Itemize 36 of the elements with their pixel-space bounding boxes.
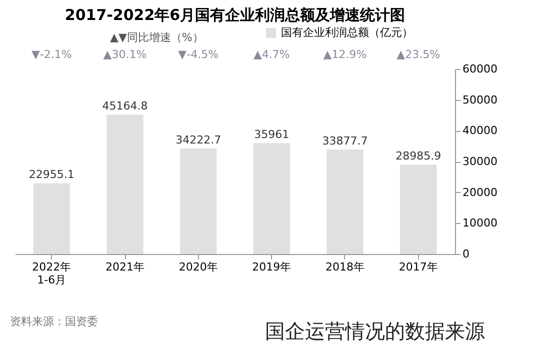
y-tick-label: 60000 bbox=[462, 62, 498, 76]
y-tick-label: 0 bbox=[462, 248, 470, 260]
bar bbox=[33, 183, 70, 254]
x-tick-label: 2018年 bbox=[326, 260, 364, 274]
bar bbox=[253, 143, 290, 254]
bar bbox=[400, 164, 437, 254]
text: ▲4.7% bbox=[253, 48, 290, 61]
text: ▼-2.1% bbox=[31, 48, 72, 61]
x-tick-label: 2019年 bbox=[252, 260, 292, 274]
chart-title: 2017-2022年6月国有企业利润总额及增速统计图 bbox=[64, 6, 406, 24]
bar bbox=[326, 150, 364, 254]
data-label: 35961 bbox=[254, 128, 290, 142]
bar bbox=[180, 148, 217, 254]
data-label: 45164.8 bbox=[102, 100, 148, 113]
text: ▲▼同比增速（%） bbox=[110, 30, 204, 45]
text: 国企运营情况的数据来源 bbox=[265, 318, 485, 345]
x-tick-label: 2020年 bbox=[178, 260, 218, 274]
y-tick-label: 50000 bbox=[462, 93, 498, 106]
legend-label: 国有企业利润总额（亿元） bbox=[281, 26, 413, 39]
y-tick-label: 10000 bbox=[462, 216, 498, 230]
data-label: 33877.7 bbox=[322, 134, 368, 148]
bar bbox=[106, 114, 144, 254]
data-label: 28985.9 bbox=[396, 150, 442, 163]
x-tick-label: 2017年 bbox=[398, 260, 438, 274]
text: ▲23.5% bbox=[396, 48, 440, 61]
data-label: 34222.7 bbox=[176, 133, 222, 146]
text: ▲12.9% bbox=[323, 48, 367, 61]
text: ▲30.1% bbox=[103, 48, 147, 61]
text: 资料来源：国资委 bbox=[10, 314, 98, 329]
data-label: 22955.1 bbox=[28, 168, 74, 182]
x-tick-label: 2021年 bbox=[106, 260, 144, 274]
y-tick-label: 40000 bbox=[462, 124, 498, 138]
y-tick-label: 20000 bbox=[462, 186, 498, 199]
x-tick-label: 2022年 1-6月 bbox=[32, 260, 72, 286]
y-tick-label: 30000 bbox=[462, 155, 498, 168]
text: ▼-4.5% bbox=[178, 48, 219, 61]
